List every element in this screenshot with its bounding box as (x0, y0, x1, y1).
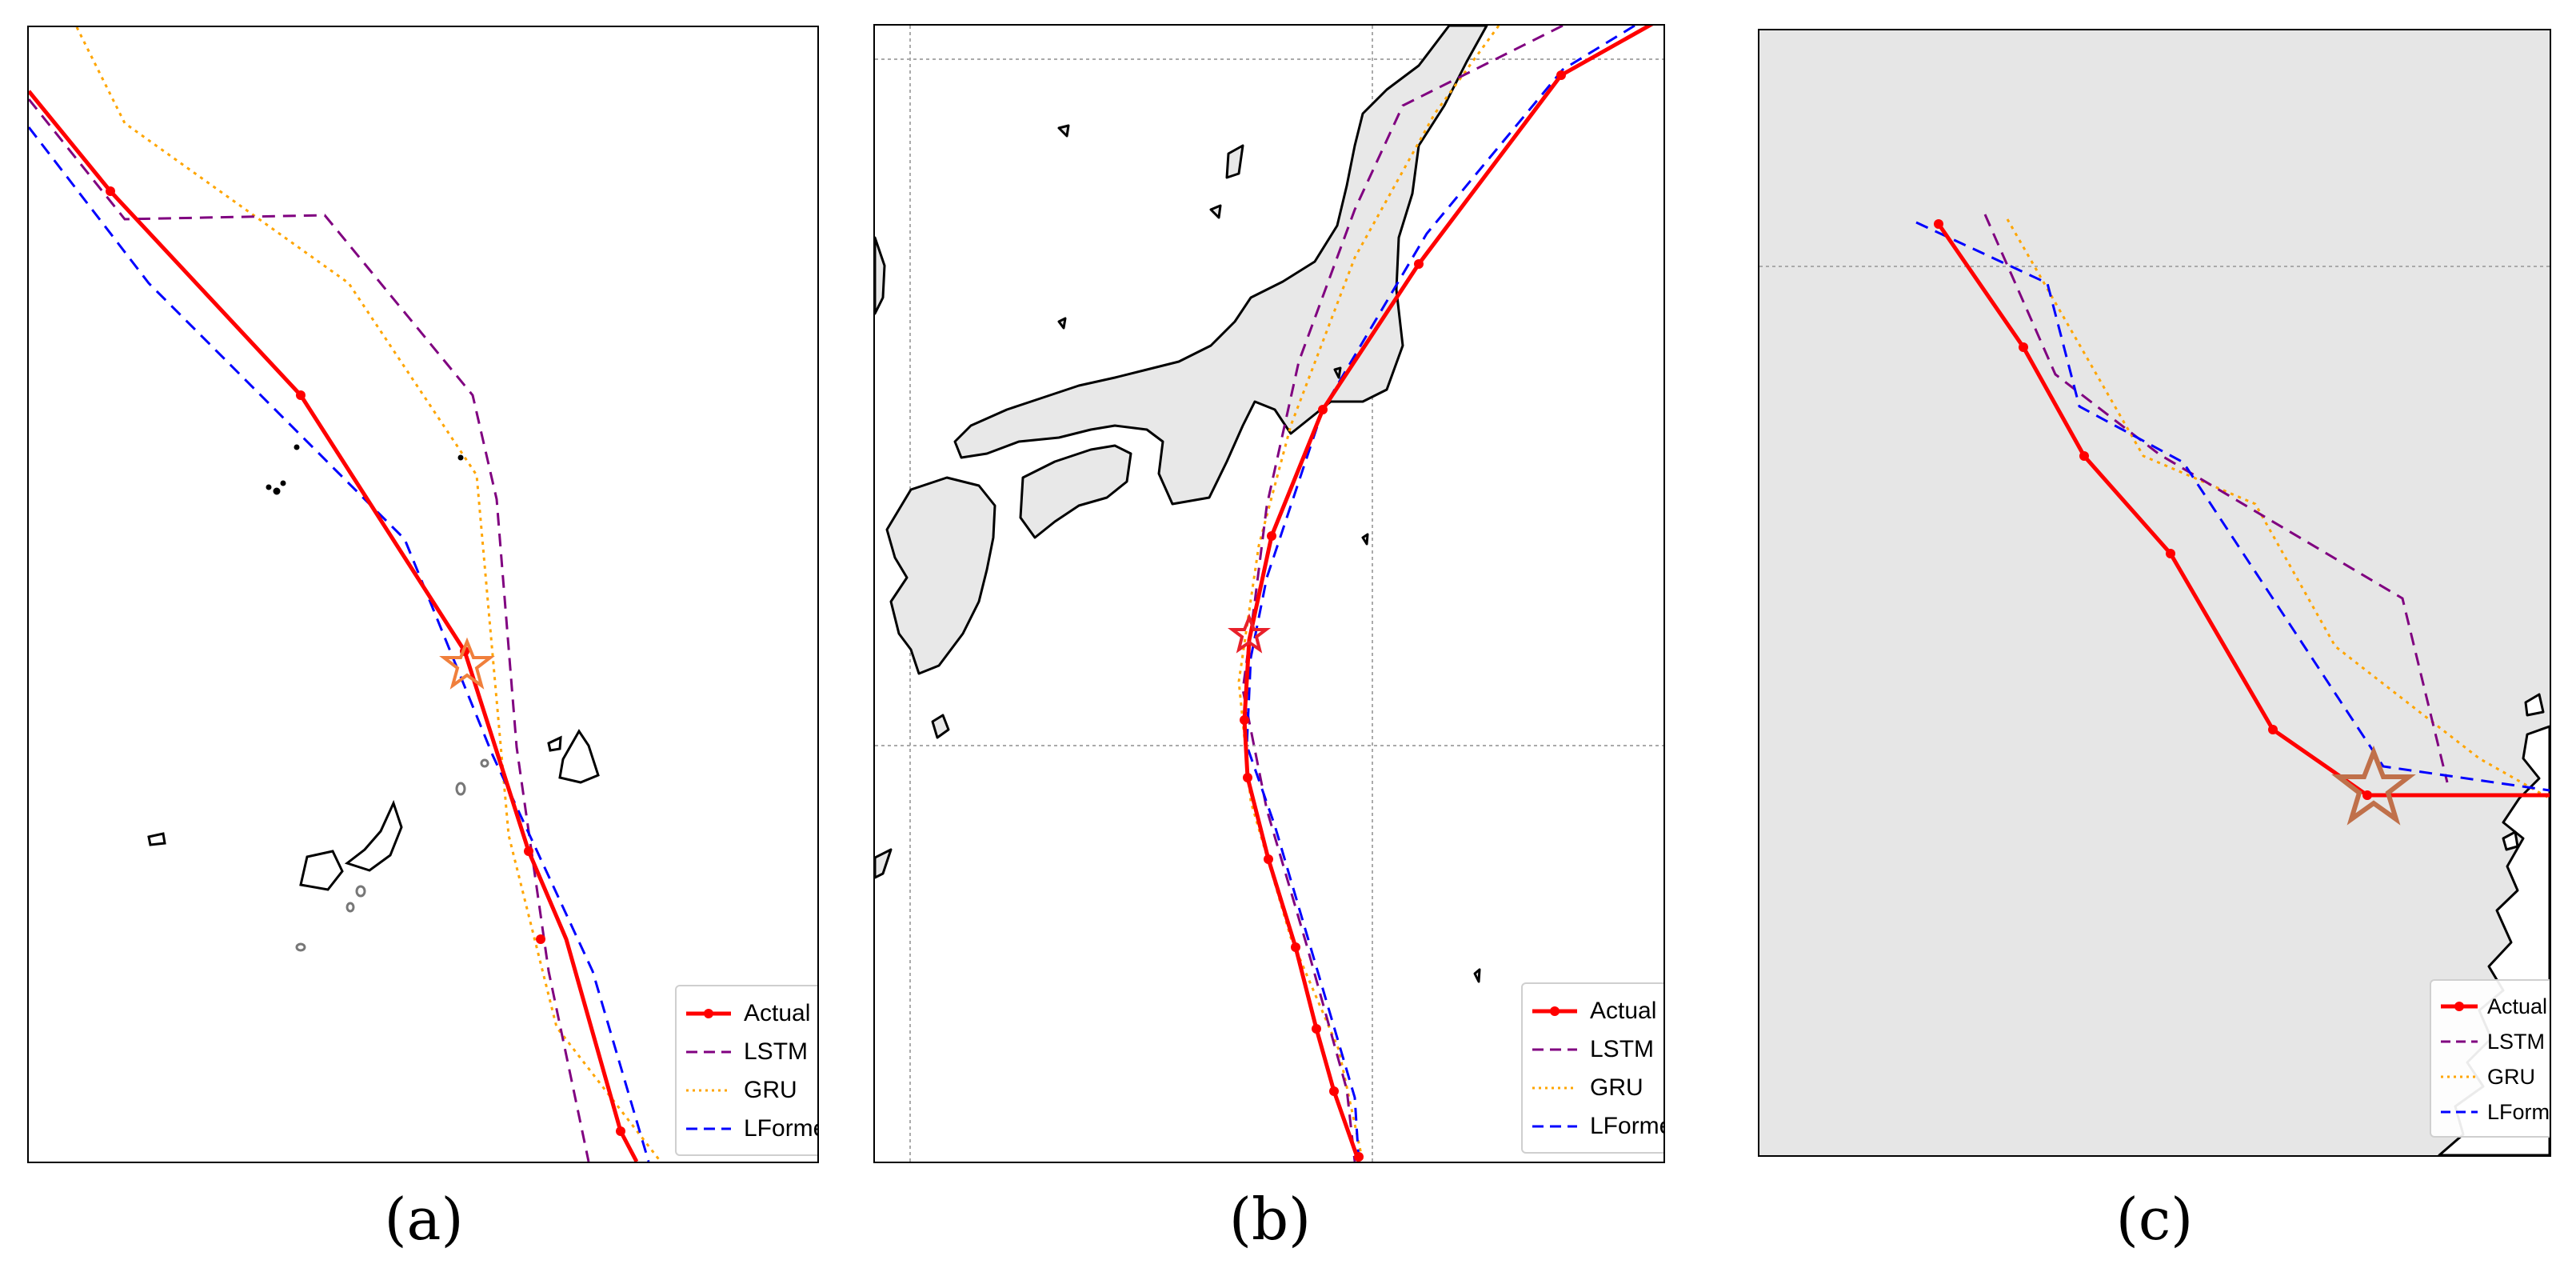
legend-item-lformer: LFormer (686, 1110, 817, 1148)
legend-item-actual: Actual (686, 994, 817, 1033)
caption-a: (a) (384, 1186, 464, 1253)
gru-track-a (75, 27, 662, 1162)
legend-swatch-actual (1532, 1003, 1577, 1019)
star-icon (439, 637, 495, 690)
legend-label: LSTM (1590, 1036, 1655, 1062)
islet-a-1 (273, 487, 281, 495)
legend-label: LSTM (2487, 1029, 2546, 1054)
map-canvas-a (29, 27, 662, 1162)
legend-c: Actual LSTM GRU LFormer (2430, 979, 2550, 1138)
legend-item-lformer: LFormer (2441, 1094, 2550, 1130)
lstm-track-b (1241, 26, 1564, 1162)
islet-b-2 (1057, 124, 1070, 138)
islet-a-9 (345, 902, 355, 913)
islet-a-7 (480, 758, 489, 768)
legend-item-gru: GRU (1532, 1069, 1663, 1107)
legend-a: Actual LSTM GRU LFormer (675, 985, 817, 1156)
islet-b-7 (1333, 366, 1342, 379)
legend-label: GRU (1590, 1074, 1643, 1101)
islet-b-5 (875, 848, 893, 879)
legend-swatch-gru (686, 1082, 731, 1098)
islet-b-1 (931, 714, 950, 739)
legend-b: Actual LSTM GRU LFormer (1521, 982, 1663, 1154)
islet-a-5 (457, 454, 464, 461)
legend-label: LFormer (1590, 1113, 1663, 1139)
legend-item-gru: GRU (686, 1071, 817, 1110)
legend-swatch-lformer (686, 1121, 731, 1137)
lformer-track-c (1915, 221, 2550, 792)
map-panel-b: Actual LSTM GRU LFormer (873, 24, 1665, 1163)
legend-label: GRU (2487, 1064, 2535, 1089)
islet-b-8 (1057, 317, 1067, 330)
legend-item-actual: Actual (2441, 989, 2550, 1024)
honshu-island (953, 26, 1488, 506)
star-icon (2331, 745, 2416, 826)
legend-item-lstm: LSTM (686, 1033, 817, 1071)
legend-label: Actual (2487, 994, 2548, 1018)
map-panel-c: Actual LSTM GRU LFormer (1758, 29, 2551, 1157)
island-a-4 (147, 832, 166, 846)
islet-a-6 (455, 782, 466, 796)
legend-label: Actual (744, 1000, 811, 1026)
legend-label: LFormer (744, 1115, 817, 1142)
legend-label: Actual (1590, 998, 1657, 1024)
islet-a-4 (294, 444, 300, 450)
caption-c: (c) (2115, 1186, 2194, 1253)
coastline-islands-a (147, 444, 600, 952)
lformer-track-a (29, 126, 650, 1162)
actual-track-a (29, 90, 639, 1162)
forecast-tracks-c (1915, 214, 2550, 800)
lstm-track-c (1983, 214, 2449, 783)
islet-c-1 (2524, 693, 2545, 717)
legend-swatch-lstm (2441, 1034, 2478, 1050)
legend-item-lstm: LSTM (2441, 1024, 2550, 1059)
islet-c-2 (2502, 830, 2519, 851)
islet-a-10 (295, 942, 306, 952)
actual-track-b (1240, 26, 1654, 1162)
islet-b-9 (1473, 968, 1481, 983)
legend-label: LSTM (744, 1038, 809, 1065)
lstm-track-a (29, 98, 590, 1162)
legend-swatch-actual (2441, 998, 2478, 1014)
islet-b-3 (1225, 144, 1244, 179)
legend-swatch-gru (1532, 1080, 1577, 1096)
legend-swatch-gru (2441, 1069, 2478, 1085)
islet-a-3 (266, 484, 272, 490)
korea-coast (875, 236, 886, 315)
kyushu-island (885, 476, 996, 675)
island-a-2 (344, 799, 403, 872)
island-a-1 (299, 850, 344, 891)
legend-label: GRU (744, 1077, 797, 1103)
legend-swatch-lformer (2441, 1104, 2478, 1120)
legend-swatch-lstm (1532, 1042, 1577, 1058)
legend-item-gru: GRU (2441, 1059, 2550, 1094)
legend-item-actual: Actual (1532, 992, 1663, 1030)
caption-b: (b) (1228, 1186, 1312, 1253)
map-canvas-b (875, 26, 1663, 1162)
forecast-tracks-a (29, 27, 662, 1162)
islet-b-4 (1209, 204, 1222, 219)
islet-a-2 (280, 480, 286, 486)
forecast-tracks-b (1237, 26, 1635, 1162)
legend-item-lstm: LSTM (1532, 1030, 1663, 1069)
lformer-track-b (1245, 26, 1635, 1162)
legend-swatch-lformer (1532, 1118, 1577, 1134)
legend-swatch-actual (686, 1006, 731, 1022)
island-a-5 (547, 735, 562, 752)
legend-item-lformer: LFormer (1532, 1107, 1663, 1146)
map-panel-a: Actual LSTM GRU LFormer (27, 26, 819, 1163)
shikoku-island (1019, 444, 1132, 539)
islet-b-6 (1361, 533, 1369, 546)
island-a-3 (558, 729, 600, 784)
star-icon (1228, 613, 1271, 654)
legend-label: LFormer (2487, 1099, 2550, 1124)
actual-track-c (1934, 219, 2550, 800)
gru-track-c (2006, 218, 2550, 800)
japan-landmass (875, 26, 1488, 983)
legend-swatch-lstm (686, 1044, 731, 1060)
islet-a-8 (355, 885, 366, 898)
